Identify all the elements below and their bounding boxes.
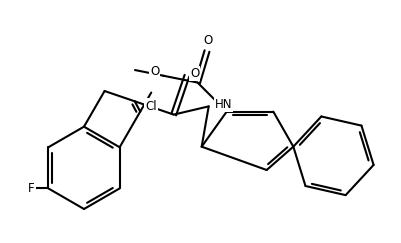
Text: F: F [28,182,34,195]
Text: HN: HN [214,98,232,111]
Text: O: O [190,67,199,80]
Text: O: O [203,34,212,47]
Text: O: O [150,65,159,78]
Text: Cl: Cl [145,100,157,113]
